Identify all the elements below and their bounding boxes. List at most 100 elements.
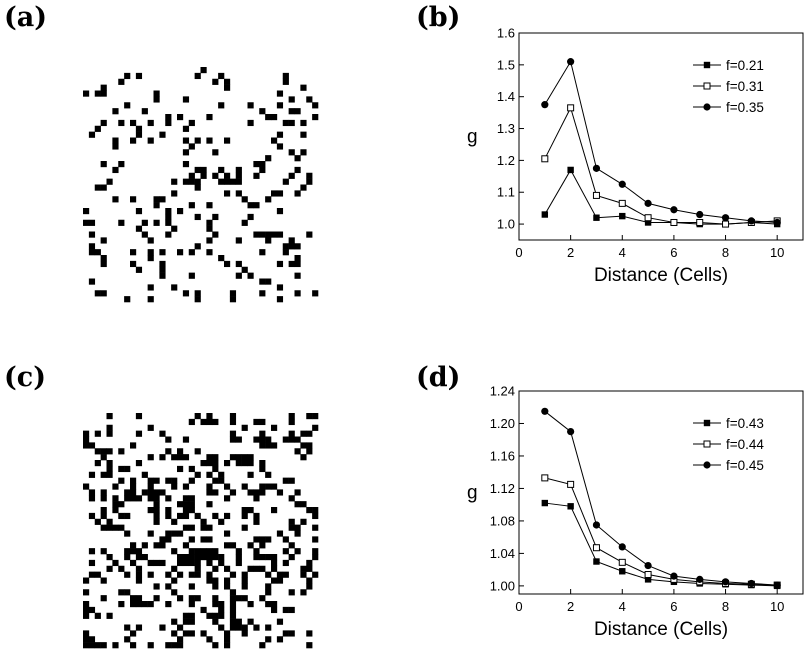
lattice-cell xyxy=(177,512,184,520)
lattice-cell xyxy=(206,137,213,144)
lattice-cell xyxy=(83,601,90,608)
lattice-cell xyxy=(188,178,195,185)
lattice-cell xyxy=(229,606,237,614)
lattice-cell xyxy=(312,554,319,561)
lattice-cell xyxy=(271,483,278,490)
lattice-cell xyxy=(265,155,272,162)
lattice-cell xyxy=(282,548,289,555)
y-tick-label: 1.6 xyxy=(497,26,515,41)
lattice-cell xyxy=(235,166,242,174)
lattice-cell xyxy=(253,512,260,520)
lattice-cell xyxy=(200,172,207,179)
lattice-cell xyxy=(265,624,272,631)
lattice-cell xyxy=(135,125,143,132)
lattice-cell xyxy=(306,630,313,637)
series-line xyxy=(544,106,778,225)
plot-frame xyxy=(518,390,804,595)
lattice-cell xyxy=(224,530,231,537)
lattice-cell xyxy=(83,483,90,490)
lattice-cell xyxy=(288,589,295,596)
lattice-cell xyxy=(106,565,113,572)
lattice-cell xyxy=(182,454,190,461)
x-tick-label: 2 xyxy=(567,599,574,614)
lattice-cell xyxy=(253,161,260,168)
lattice-cell xyxy=(259,460,266,467)
lattice-cell xyxy=(265,196,272,203)
lattice-cell xyxy=(177,465,184,473)
lattice-cell xyxy=(224,460,231,467)
lattice-cell xyxy=(206,483,213,490)
lattice-cell xyxy=(177,642,184,649)
lattice-cell xyxy=(141,231,148,238)
lattice-cell xyxy=(288,436,295,443)
lattice-cell xyxy=(294,255,301,262)
lattice-cell xyxy=(241,460,248,467)
lattice-cell xyxy=(247,102,254,109)
lattice-cell xyxy=(118,565,125,572)
lattice-cell xyxy=(118,219,125,226)
x-tick-label: 10 xyxy=(770,245,784,260)
lattice-cell xyxy=(276,90,284,97)
lattice-cell xyxy=(218,166,225,174)
lattice-cell xyxy=(194,559,201,567)
lattice-cell xyxy=(100,84,107,91)
lattice-cell xyxy=(165,583,172,590)
lattice-cell xyxy=(159,266,166,273)
lattice-cell xyxy=(188,507,195,514)
legend-label: f=0.35 xyxy=(726,100,764,115)
lattice-cell xyxy=(147,119,154,127)
lattice-cell xyxy=(135,131,143,138)
data-point xyxy=(644,576,652,583)
lattice-cell xyxy=(88,642,96,649)
lattice-cell xyxy=(194,448,201,455)
x-tick-label: 10 xyxy=(770,599,784,614)
lattice-cell xyxy=(130,249,137,256)
lattice-cell xyxy=(265,583,272,590)
lattice-cell xyxy=(241,507,248,514)
lattice-cell xyxy=(182,630,190,637)
lattice-cell xyxy=(171,178,178,185)
lattice-cell xyxy=(147,237,154,244)
lattice-cell xyxy=(165,530,172,537)
lattice-cell xyxy=(265,278,272,285)
lattice-cell xyxy=(235,624,242,631)
lattice-cell xyxy=(288,518,295,525)
lattice-cell xyxy=(294,548,301,555)
lattice-cell xyxy=(200,460,207,467)
data-point xyxy=(696,575,704,583)
lattice-cell xyxy=(159,131,166,138)
x-tick-label: 2 xyxy=(567,245,574,260)
lattice-cell xyxy=(288,477,295,484)
lattice-cell xyxy=(300,84,307,91)
lattice-cell xyxy=(188,119,195,127)
lattice-cell xyxy=(253,536,260,543)
lattice-cell xyxy=(312,413,319,420)
lattice-cell xyxy=(153,90,160,97)
lattice-cell xyxy=(235,554,242,561)
lattice-cell xyxy=(171,284,178,291)
lattice-cell xyxy=(130,630,137,637)
lattice-cell xyxy=(229,618,237,625)
lattice-cell xyxy=(288,524,295,531)
lattice-cell xyxy=(194,512,201,520)
lattice-cell xyxy=(135,571,143,578)
lattice-cell xyxy=(229,296,237,303)
lattice-cell xyxy=(106,460,113,467)
lattice-cell xyxy=(253,418,260,426)
y-tick-label: 1.12 xyxy=(490,481,515,496)
lattice-cell xyxy=(218,624,225,631)
plot-frame xyxy=(518,32,804,241)
lattice-cell xyxy=(88,495,96,502)
data-point xyxy=(644,214,652,222)
lattice-cell xyxy=(147,424,154,431)
lattice-cell xyxy=(306,413,313,420)
lattice-cell xyxy=(253,495,260,502)
lattice-cell xyxy=(194,184,201,191)
lattice-cell xyxy=(294,501,301,508)
lattice-cell xyxy=(276,571,284,578)
lattice-cell xyxy=(188,571,195,578)
lattice-cell xyxy=(83,442,90,449)
lattice-cell xyxy=(194,571,201,578)
lattice-cell xyxy=(312,536,319,543)
chart-b-y-label: g xyxy=(467,127,478,148)
